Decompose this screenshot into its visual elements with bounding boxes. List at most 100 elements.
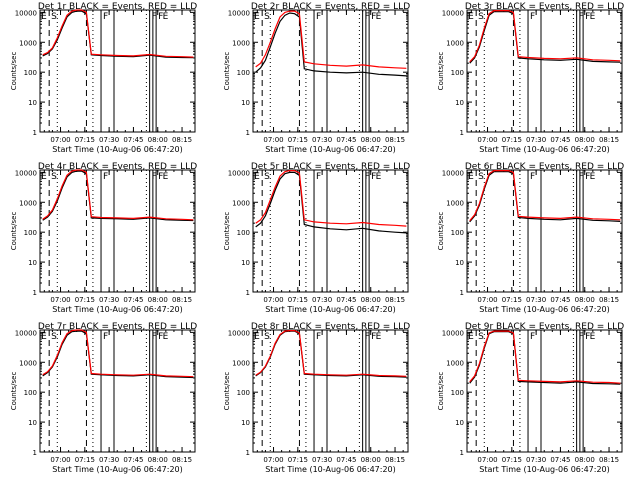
- x-tick-label: 08:15: [385, 136, 405, 144]
- x-tick-label: 07:15: [502, 296, 522, 304]
- lld-series-line: [469, 10, 621, 63]
- x-tick-label: 07:45: [550, 136, 570, 144]
- panel-title: Det 8r BLACK = Events, RED = LLD: [251, 322, 410, 332]
- panel-title: Det 9r BLACK = Events, RED = LLD: [465, 322, 624, 332]
- y-axis-label: Counts/sec: [437, 372, 445, 411]
- x-axis-label: Start Time (10-Aug-06 06:47:20): [52, 145, 183, 154]
- x-tick-label: 08:00: [575, 456, 595, 464]
- lld-series-line: [469, 170, 621, 222]
- x-tick-label: 07:30: [312, 296, 332, 304]
- x-tick-label: 07:15: [288, 136, 308, 144]
- x-tick-label: 07:45: [336, 296, 356, 304]
- events-series-line: [255, 12, 407, 77]
- y-tick-label: 10: [241, 419, 250, 427]
- y-tick-label: 1000: [232, 39, 250, 47]
- x-tick-label: 08:15: [385, 456, 405, 464]
- events-series-line: [255, 171, 407, 234]
- lld-series-line: [255, 170, 407, 227]
- marker-label: F: [579, 332, 584, 342]
- y-tick-label: 10000: [15, 169, 37, 177]
- y-tick-label: 1: [460, 289, 464, 297]
- marker-label: F: [579, 172, 584, 182]
- marker-label: F: [103, 12, 108, 22]
- marker-label: F: [371, 12, 376, 22]
- plot-frame: [252, 329, 409, 453]
- y-tick-label: 10: [455, 259, 464, 267]
- plot-frame: [466, 169, 623, 293]
- marker-label: F: [585, 172, 590, 182]
- x-tick-label: 07:15: [502, 136, 522, 144]
- marker-label: F: [103, 172, 108, 182]
- marker-label: S: [51, 12, 57, 22]
- marker-label: S: [264, 12, 270, 22]
- events-series-line: [42, 330, 194, 379]
- x-tick-label: 07:30: [312, 136, 332, 144]
- marker-label: S: [51, 332, 57, 342]
- y-tick-label: 10000: [15, 329, 37, 337]
- y-tick-label: 10000: [228, 9, 250, 17]
- lld-series-line: [469, 330, 621, 384]
- y-tick-label: 1000: [19, 199, 37, 207]
- x-tick-label: 08:00: [361, 296, 381, 304]
- x-axis-label: Start Time (10-Aug-06 06:47:20): [265, 465, 396, 474]
- x-tick-label: 08:15: [599, 136, 619, 144]
- marker-label: F: [585, 332, 590, 342]
- y-tick-label: 100: [24, 389, 37, 397]
- x-tick-label: 07:00: [477, 136, 497, 144]
- x-tick-label: 07:30: [99, 456, 119, 464]
- x-tick-label: 07:45: [123, 136, 143, 144]
- y-tick-label: 1: [246, 129, 250, 137]
- events-series-line: [469, 11, 621, 64]
- panel-title: Det 5r BLACK = Events, RED = LLD: [251, 162, 410, 172]
- x-tick-label: 08:15: [385, 296, 405, 304]
- plot-frame: [466, 9, 623, 133]
- marker-label: F: [316, 332, 321, 342]
- marker-label: F: [152, 332, 157, 342]
- x-tick-label: 08:00: [575, 136, 595, 144]
- y-tick-label: 1: [460, 129, 464, 137]
- x-axis-label: Start Time (10-Aug-06 06:47:20): [479, 145, 610, 154]
- y-tick-label: 100: [451, 69, 464, 77]
- marker-label: E: [590, 172, 596, 182]
- y-axis-label: Counts/sec: [437, 52, 445, 91]
- marker-label: E: [590, 12, 596, 22]
- marker-label: F: [365, 332, 370, 342]
- y-tick-label: 100: [237, 69, 250, 77]
- lld-series-line: [42, 9, 194, 58]
- y-tick-label: 100: [24, 229, 37, 237]
- x-axis-label: Start Time (10-Aug-06 06:47:20): [52, 305, 183, 314]
- x-tick-label: 07:15: [288, 456, 308, 464]
- y-tick-label: 1: [33, 449, 37, 457]
- y-tick-label: 10000: [442, 169, 464, 177]
- marker-label: F: [530, 12, 535, 22]
- detector-panel-1: Det 1r BLACK = Events, RED = LLD 1 10 100 10…: [10, 2, 197, 154]
- y-tick-label: 100: [237, 229, 250, 237]
- y-tick-label: 1000: [232, 359, 250, 367]
- x-tick-label: 08:15: [599, 456, 619, 464]
- y-tick-label: 10: [28, 259, 37, 267]
- marker-label: F: [530, 332, 535, 342]
- panel-title: Det 2r BLACK = Events, RED = LLD: [251, 2, 410, 12]
- y-tick-label: 1000: [19, 39, 37, 47]
- y-tick-label: 1000: [19, 359, 37, 367]
- x-tick-label: 07:00: [50, 296, 70, 304]
- x-tick-label: 07:00: [263, 456, 283, 464]
- marker-label: F: [158, 332, 163, 342]
- marker-label: E: [163, 12, 169, 22]
- marker-label: E: [41, 172, 47, 182]
- x-tick-label: 08:00: [575, 296, 595, 304]
- x-tick-label: 08:15: [172, 136, 192, 144]
- lld-series-line: [255, 10, 407, 69]
- x-tick-label: 07:45: [336, 136, 356, 144]
- y-tick-label: 100: [24, 69, 37, 77]
- marker-label: F: [579, 12, 584, 22]
- marker-label: E: [163, 332, 169, 342]
- x-tick-label: 07:00: [477, 456, 497, 464]
- y-tick-label: 1: [33, 129, 37, 137]
- y-tick-label: 10: [455, 419, 464, 427]
- plot-frame: [39, 9, 196, 133]
- y-axis-label: Counts/sec: [223, 372, 231, 411]
- y-tick-label: 10: [241, 259, 250, 267]
- x-tick-label: 07:00: [50, 456, 70, 464]
- detector-panel-3: Det 3r BLACK = Events, RED = LLD 1 10 100 10…: [437, 2, 624, 154]
